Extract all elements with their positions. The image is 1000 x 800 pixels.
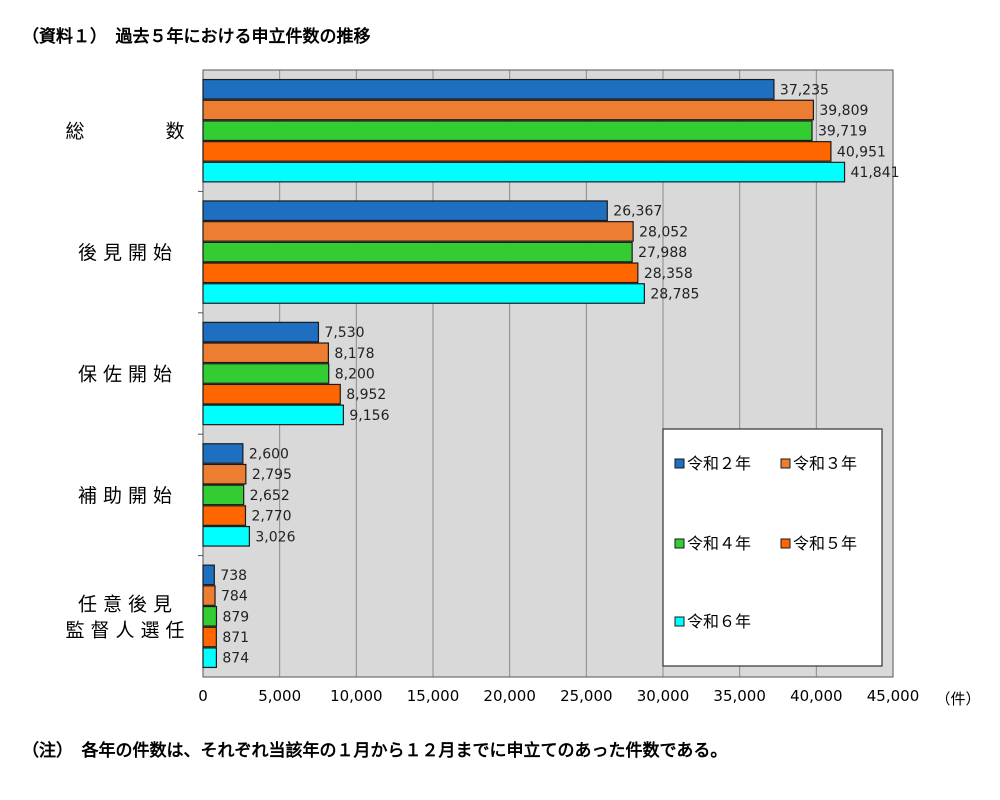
data-label: 28,358 <box>644 266 693 282</box>
x-tick-label: 5,000 <box>258 687 301 705</box>
data-label: 26,367 <box>613 204 662 220</box>
data-label: 8,200 <box>335 367 375 383</box>
bar <box>202 404 344 426</box>
legend-box <box>662 428 883 667</box>
bar <box>202 647 218 669</box>
x-tick-label: 20,000 <box>483 687 536 705</box>
x-tick-label: 15,000 <box>407 687 460 705</box>
bar <box>202 342 329 364</box>
x-tick-label: 10,000 <box>330 687 383 705</box>
legend-swatch <box>674 538 685 549</box>
data-label: 40,951 <box>837 144 886 160</box>
category-label: 総 数 <box>65 121 190 143</box>
legend-item: 令和４年 <box>687 534 751 553</box>
legend-swatch <box>780 458 791 469</box>
category-label: 監督人選任 <box>65 619 190 641</box>
data-label: 2,770 <box>251 509 291 525</box>
legend-item: 令和５年 <box>793 534 857 553</box>
bar <box>202 120 813 142</box>
bar <box>202 221 634 242</box>
bar <box>202 99 815 121</box>
legend-swatch <box>674 458 685 469</box>
data-label: 41,841 <box>851 165 900 181</box>
bar <box>202 463 247 485</box>
data-label: 2,600 <box>249 447 289 463</box>
bar <box>202 585 216 606</box>
x-tick-label: 25,000 <box>560 687 613 705</box>
bar <box>202 241 633 263</box>
data-label: 784 <box>221 589 248 605</box>
bar <box>202 321 320 343</box>
x-axis-label: （件） <box>935 690 980 708</box>
x-tick-label: 35,000 <box>713 687 766 705</box>
bar <box>202 262 639 284</box>
chart-footnote: （注） 各年の件数は、それぞれ当該年の１月から１２月までに申立てのあった件数であ… <box>22 741 728 761</box>
data-label: 9,156 <box>349 408 389 424</box>
data-label: 8,952 <box>346 387 386 403</box>
bar <box>202 200 608 222</box>
data-label: 8,178 <box>334 346 374 362</box>
data-label: 37,235 <box>780 82 829 98</box>
data-label: 738 <box>220 568 247 584</box>
legend-item: 令和２年 <box>687 454 751 473</box>
bar <box>202 626 217 648</box>
bar <box>202 525 250 547</box>
legend-swatch <box>674 616 685 627</box>
data-label: 3,026 <box>255 529 295 545</box>
bar <box>202 383 341 405</box>
legend-item: 令和６年 <box>687 612 751 631</box>
data-label: 2,652 <box>250 488 290 504</box>
bar <box>202 605 218 627</box>
category-label: 保佐開始 <box>78 364 178 386</box>
x-tick-label: 40,000 <box>790 687 843 705</box>
x-tick-label: 0 <box>198 687 208 705</box>
x-tick-label: 45,000 <box>867 687 920 705</box>
data-label: 39,719 <box>818 124 867 140</box>
data-label: 39,809 <box>819 103 868 119</box>
data-label: 874 <box>222 651 249 667</box>
bar <box>202 564 215 586</box>
bar <box>202 141 832 162</box>
data-label: 27,988 <box>638 245 687 261</box>
category-label: 任意後見 <box>78 593 178 615</box>
category-label: 後見開始 <box>78 242 178 264</box>
bar <box>202 363 330 384</box>
data-label: 871 <box>222 630 249 646</box>
bar <box>202 161 846 183</box>
bar <box>202 484 245 506</box>
data-label: 2,795 <box>252 467 292 483</box>
x-tick-label: 30,000 <box>637 687 690 705</box>
category-label: 補助開始 <box>78 485 178 507</box>
chart-heading: （資料１） 過去５年における申立件数の推移 <box>22 27 371 47</box>
bar <box>202 283 645 304</box>
data-label: 28,785 <box>650 287 699 303</box>
bar <box>202 443 244 464</box>
data-label: 28,052 <box>639 224 688 240</box>
data-label: 879 <box>222 609 249 625</box>
legend-swatch <box>780 538 791 549</box>
data-label: 7,530 <box>324 325 364 341</box>
bar <box>202 505 247 526</box>
legend-item: 令和３年 <box>793 454 857 473</box>
bar <box>202 78 775 100</box>
